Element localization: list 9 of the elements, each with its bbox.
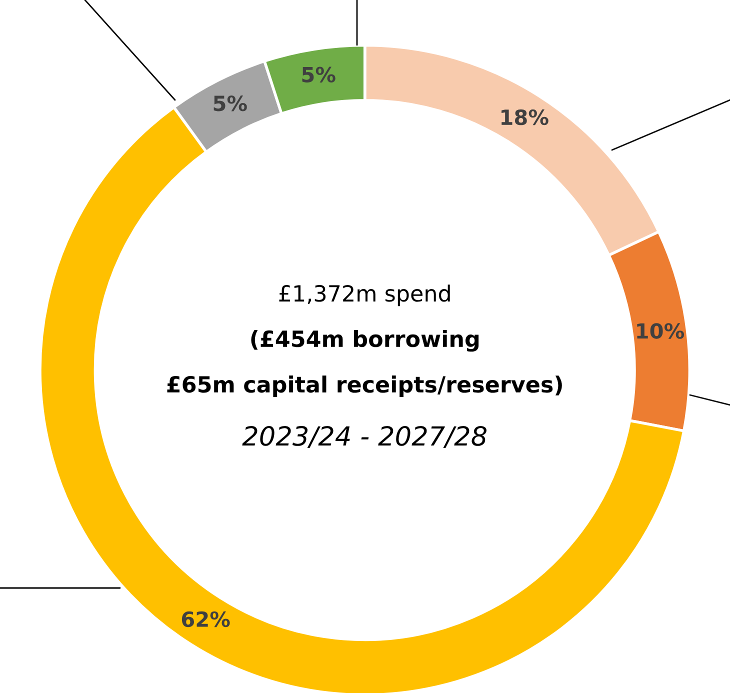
data-label: 5% [302, 66, 336, 83]
text: £1,372m spend [279, 284, 450, 306]
text: (£454m borrowing [251, 330, 479, 352]
data-label: 10% [637, 323, 684, 339]
data-label: 5% [214, 96, 247, 112]
data-label: 62% [182, 611, 230, 628]
text: 2023/24 - 2027/28 [242, 426, 486, 448]
data-label: 18% [502, 109, 548, 126]
text: £65m capital receipts/reserves) [167, 376, 562, 398]
